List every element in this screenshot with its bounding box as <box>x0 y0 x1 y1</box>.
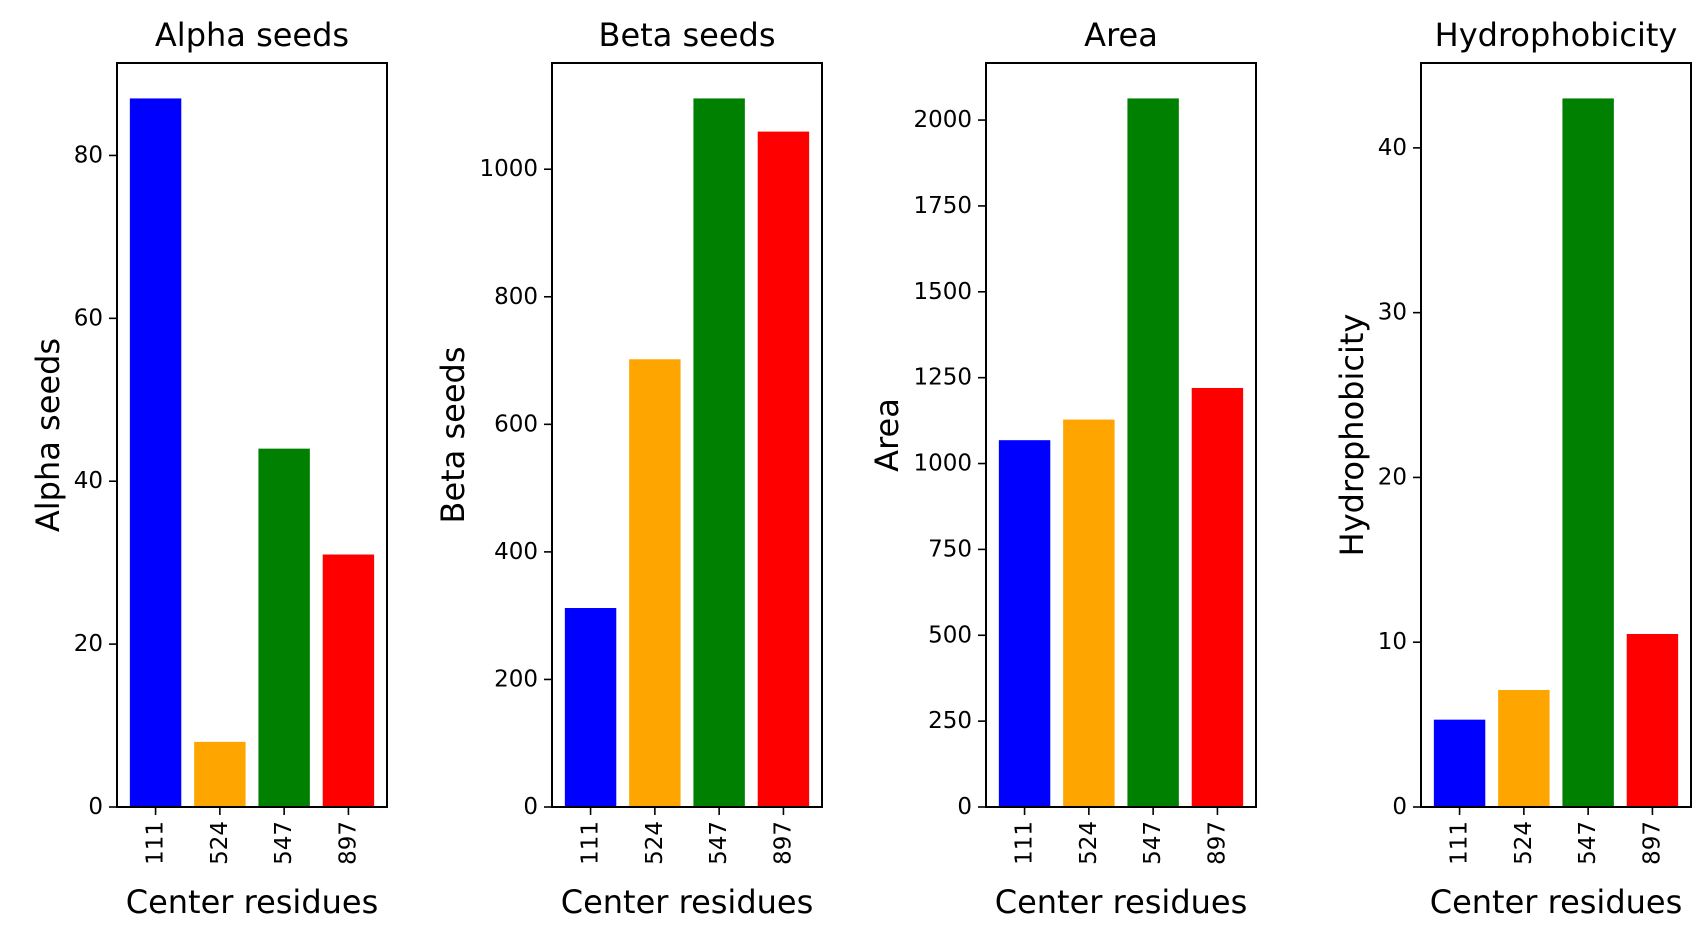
bar-547 <box>1127 98 1179 807</box>
bars <box>998 98 1244 807</box>
y-axis-label: Alpha seeds <box>29 338 67 532</box>
plot-frame <box>551 62 823 808</box>
x-tick-label: 524 <box>1076 821 1102 865</box>
bar-547 <box>693 98 745 807</box>
bar-524 <box>194 741 246 807</box>
y-tick-label: 1500 <box>913 279 972 305</box>
y-tick-label: 40 <box>74 468 103 494</box>
y-tick-label: 0 <box>1392 794 1407 820</box>
y-tick-label: 1000 <box>913 451 972 477</box>
x-axis-label: Center residues <box>1430 883 1683 921</box>
bar-111 <box>998 440 1051 807</box>
x-tick-label: 897 <box>770 821 796 865</box>
y-tick-label: 30 <box>1378 300 1407 326</box>
x-tick-label: 524 <box>207 821 233 865</box>
bars <box>1433 98 1679 807</box>
x-tick-label: 897 <box>335 821 361 865</box>
x-tick-label: 111 <box>1012 821 1038 865</box>
y-tick-label: 0 <box>523 794 538 820</box>
x-tick-label: 111 <box>143 821 169 865</box>
bar-897 <box>322 554 375 807</box>
y-tick-label: 800 <box>494 284 538 310</box>
bar-524 <box>1498 690 1550 807</box>
y-tick-label: 60 <box>74 305 103 331</box>
x-tick-label: 547 <box>1575 821 1601 865</box>
subplot-beta-seeds: Beta seeds Beta seeds Center residues 11… <box>434 16 823 921</box>
ticks: 111 524 547 897 0 10 20 30 40 <box>1378 135 1666 865</box>
chart-title: Area <box>1084 16 1158 54</box>
y-tick-label: 250 <box>928 708 972 734</box>
x-axis-label: Center residues <box>995 883 1248 921</box>
bar-524 <box>629 359 681 807</box>
y-axis-label: Area <box>868 398 906 472</box>
x-tick-label: 524 <box>642 821 668 865</box>
y-tick-label: 80 <box>74 142 103 168</box>
bars <box>564 98 810 808</box>
x-tick-label: 897 <box>1204 821 1230 865</box>
y-tick-label: 1000 <box>479 156 538 182</box>
y-tick-label: 1750 <box>913 193 972 219</box>
x-tick-label: 897 <box>1639 821 1665 865</box>
bar-111 <box>564 608 617 807</box>
ticks: 111 524 547 897 0 20 40 60 80 <box>74 142 362 864</box>
y-tick-label: 200 <box>494 666 538 692</box>
bars <box>129 98 375 807</box>
bar-897 <box>1626 633 1679 807</box>
bar-111 <box>1433 719 1486 807</box>
ticks: 111 524 547 897 0 200 400 600 800 1000 <box>479 156 796 865</box>
y-tick-label: 2000 <box>913 107 972 133</box>
y-tick-label: 500 <box>928 622 972 648</box>
y-tick-label: 40 <box>1378 135 1407 161</box>
y-tick-label: 0 <box>88 794 103 820</box>
x-tick-label: 111 <box>578 821 604 865</box>
y-tick-label: 20 <box>74 631 103 657</box>
y-axis-label: Beta seeds <box>434 347 472 524</box>
y-tick-label: 20 <box>1378 464 1407 490</box>
x-tick-label: 111 <box>1447 821 1473 865</box>
y-tick-label: 1250 <box>913 365 972 391</box>
y-axis-label: Hydrophobicity <box>1333 314 1371 557</box>
bar-547 <box>1562 98 1614 807</box>
bar-111 <box>129 98 182 807</box>
x-tick-label: 547 <box>1140 821 1166 865</box>
chart-title: Hydrophobicity <box>1435 16 1678 54</box>
y-tick-label: 750 <box>928 536 972 562</box>
x-tick-label: 547 <box>706 821 732 865</box>
chart-title: Beta seeds <box>599 16 776 54</box>
x-tick-label: 524 <box>1511 821 1537 865</box>
subplot-hydrophobicity: Hydrophobicity Hydrophobicity Center res… <box>1333 16 1692 921</box>
ticks: 111 524 547 897 0 250 500 750 1000 1250 1500 1750 20… <box>913 107 1230 865</box>
y-tick-label: 0 <box>957 794 972 820</box>
plot-frame <box>1420 62 1692 808</box>
bar-897 <box>757 131 810 808</box>
y-tick-label: 400 <box>494 539 538 565</box>
plot-frame <box>985 62 1257 808</box>
bar-897 <box>1191 387 1244 807</box>
chart-title: Alpha seeds <box>155 16 349 54</box>
x-tick-label: 547 <box>271 821 297 865</box>
x-axis-label: Center residues <box>561 883 814 921</box>
bar-547 <box>258 448 310 807</box>
x-axis-label: Center residues <box>126 883 379 921</box>
y-tick-label: 600 <box>494 411 538 437</box>
bar-524 <box>1063 419 1115 807</box>
plot-frame <box>116 62 388 808</box>
subplot-alpha-seeds: Alpha seeds Alpha seeds Center residues … <box>29 16 388 921</box>
y-tick-label: 10 <box>1378 629 1407 655</box>
subplot-area: Area Area Center residues 111 524 547 897 0 2… <box>868 16 1257 921</box>
